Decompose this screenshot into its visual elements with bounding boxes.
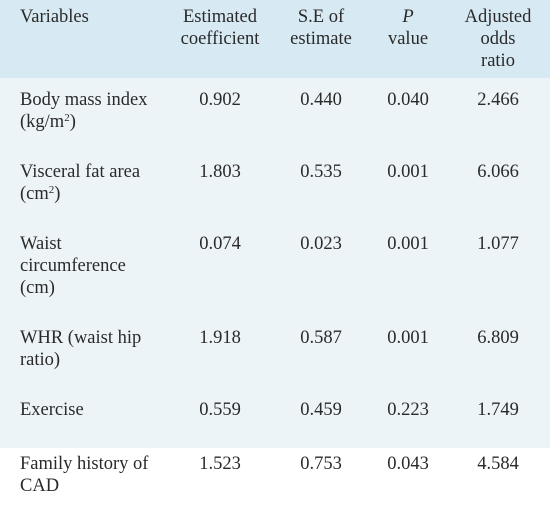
p-value-cell: 0.040: [387, 90, 429, 110]
table-row: Waist circumference (cm) 0.074 0.023 0.0…: [0, 222, 550, 316]
table-row: Visceral fat area (cm2) 1.803 0.535 0.00…: [0, 150, 550, 222]
odds-ratio-cell: 4.584: [477, 454, 519, 474]
odds-ratio-cell: 1.749: [477, 400, 519, 420]
table-row: Body mass index (kg/m2) 0.902 0.440 0.04…: [0, 78, 550, 150]
p-value-cell: 0.223: [387, 400, 429, 420]
coefficient-cell: 0.559: [199, 400, 241, 420]
p-value-cell: 0.043: [387, 454, 429, 474]
standard-error-cell: 0.440: [300, 90, 342, 110]
table-row: WHR (waist hip ratio) 1.918 0.587 0.001 …: [0, 316, 550, 388]
coefficient-cell: 0.074: [199, 234, 241, 254]
p-value-cell: 0.001: [387, 162, 429, 182]
header-p-value: P value: [387, 7, 429, 49]
header-standard-error: S.E of estimate: [290, 7, 352, 49]
odds-ratio-cell: 2.466: [477, 90, 519, 110]
odds-ratio-cell: 1.077: [477, 234, 519, 254]
coefficient-cell: 1.523: [199, 454, 241, 474]
variable-cell: Family history of CAD: [20, 454, 149, 496]
odds-ratio-cell: 6.066: [477, 162, 519, 182]
variable-cell: Visceral fat area (cm2): [20, 162, 141, 204]
coefficient-cell: 1.918: [199, 328, 241, 348]
p-value-cell: 0.001: [387, 234, 429, 254]
variable-cell: Exercise: [20, 400, 84, 420]
p-value-cell: 0.001: [387, 328, 429, 348]
standard-error-cell: 0.023: [300, 234, 342, 254]
header-estimated-coefficient: Estimated coefficient: [180, 7, 260, 49]
standard-error-cell: 0.587: [300, 328, 342, 348]
standard-error-cell: 0.535: [300, 162, 342, 182]
table-row: Exercise 0.559 0.459 0.223 1.749: [0, 388, 550, 442]
logistic-regression-table-container: Variables Estimated coefficient S.E of e…: [0, 0, 550, 496]
coefficient-cell: 1.803: [199, 162, 241, 182]
header-variables: Variables: [20, 7, 89, 27]
table-header-row: Variables Estimated coefficient S.E of e…: [0, 0, 550, 78]
table-row: Family history of CAD 1.523 0.753 0.043 …: [0, 442, 550, 509]
odds-ratio-cell: 6.809: [477, 328, 519, 348]
variable-cell: Body mass index (kg/m2): [20, 90, 148, 132]
coefficient-cell: 0.902: [199, 90, 241, 110]
header-adjusted-odds-ratio: Adjusted odds ratio: [464, 7, 532, 71]
standard-error-cell: 0.753: [300, 454, 342, 474]
variable-cell: WHR (waist hip ratio): [20, 328, 142, 370]
standard-error-cell: 0.459: [300, 400, 342, 420]
variable-cell: Waist circumference (cm): [20, 234, 126, 298]
